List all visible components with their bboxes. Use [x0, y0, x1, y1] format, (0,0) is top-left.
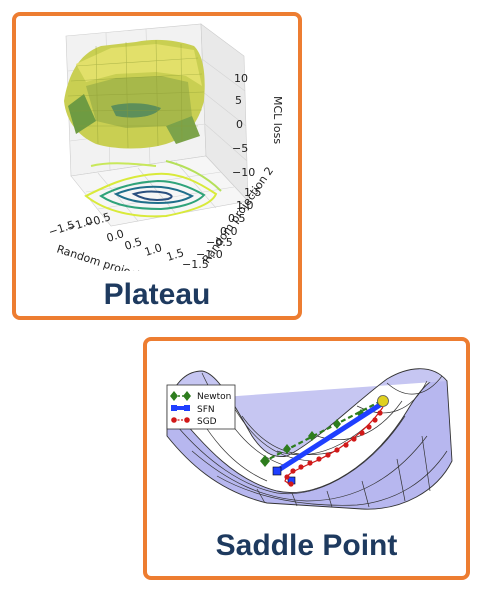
- x-tick: −0.5: [83, 210, 112, 231]
- y-tick: −0.5: [206, 236, 233, 249]
- legend-label-sfn: SFN: [197, 405, 215, 415]
- y-tick: 1.0: [236, 199, 254, 212]
- y-tick: −1.0: [196, 248, 223, 261]
- newton-path: [264, 400, 382, 462]
- z-axis-label: MCL loss: [271, 96, 284, 144]
- z-tick: 0: [236, 118, 243, 131]
- plateau-card: 10 5 0 −5 −10 MCL loss −1.5 −1.0 −0.5 0.…: [12, 12, 302, 320]
- z-tick: 10: [234, 72, 248, 85]
- sgd-markers: [284, 410, 383, 487]
- legend-label-sgd: SGD: [197, 417, 217, 427]
- contour-projection: [84, 160, 222, 218]
- legend-item-sgd: SGD: [171, 417, 217, 427]
- optimizer-trajectories: [260, 395, 389, 487]
- plateau-3d-plot: 10 5 0 −5 −10 MCL loss −1.5 −1.0 −0.5 0.…: [47, 23, 284, 271]
- newton-markers: [260, 409, 365, 467]
- x-tick: 0.5: [123, 235, 144, 253]
- y-tick: 0.0: [220, 225, 238, 238]
- z-axis-ticks: 10 5 0 −5 −10: [232, 72, 255, 179]
- y-tick: −1.5: [182, 258, 209, 271]
- saddle-caption: Saddle Point: [215, 529, 398, 562]
- sfn-path: [275, 400, 385, 474]
- legend-label-newton: Newton: [197, 392, 231, 402]
- start-point: [377, 395, 389, 407]
- x-tick: 1.5: [165, 246, 186, 264]
- saddle-surface: [166, 377, 453, 510]
- y-tick: 1.5: [244, 186, 262, 199]
- legend: Newton SFN SGD: [166, 384, 236, 430]
- x-tick: 1.0: [143, 241, 164, 259]
- saddle-card: Newton SFN SGD Saddle Point: [143, 337, 470, 580]
- loss-surface: [64, 39, 205, 149]
- saddle-back-edge: [166, 368, 448, 458]
- z-tick: 5: [235, 94, 242, 107]
- z-tick: −5: [232, 142, 248, 155]
- legend-item-newton: Newton: [170, 391, 231, 402]
- saddle-3d-plot: Newton SFN SGD: [166, 368, 453, 510]
- plateau-caption: Plateau: [103, 278, 211, 311]
- z-tick: −10: [232, 166, 255, 179]
- legend-item-sfn: SFN: [171, 405, 215, 415]
- y-axis-ticks: 1.5 1.0 0.5 0.0 −0.5 −1.0 −1.5: [182, 186, 262, 271]
- x-tick: 0.0: [105, 227, 126, 245]
- y-tick: 0.5: [228, 212, 246, 225]
